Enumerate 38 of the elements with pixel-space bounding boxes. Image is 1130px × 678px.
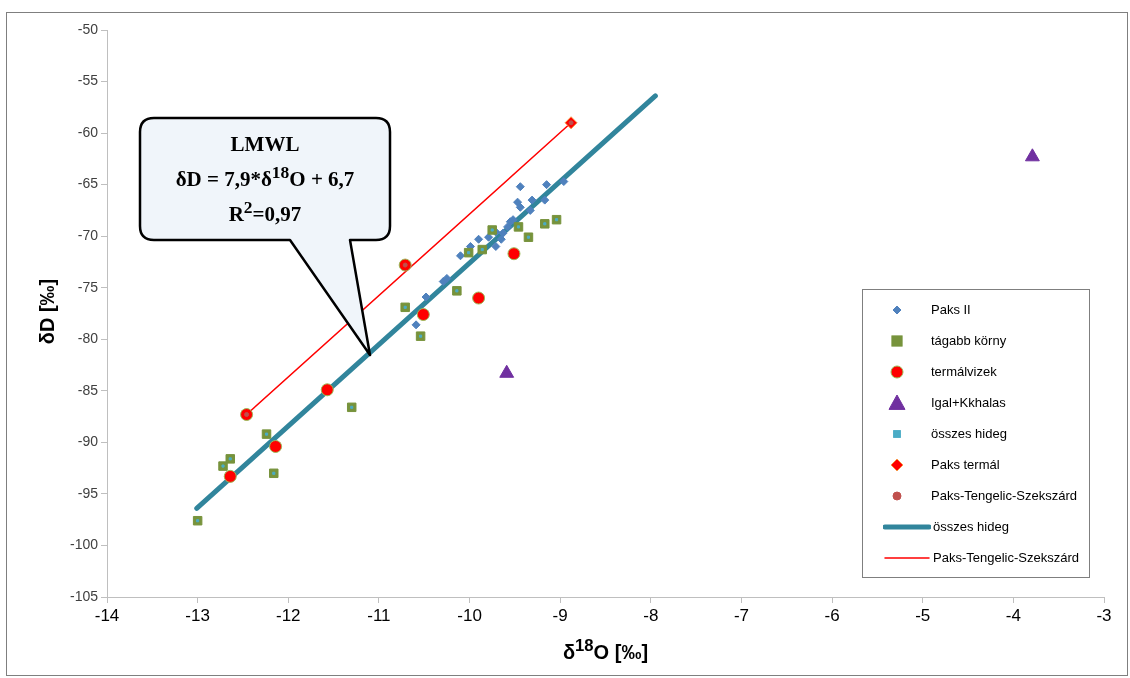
y-tick-label: -50 [77, 20, 99, 37]
legend-label: Paks II [931, 302, 971, 317]
annotation: δD = 7,9*δ$^{18}$O + 6,7 [174, 161, 356, 193]
y-tick-label: -65 [77, 175, 99, 192]
legend-label: termálvizek [931, 364, 997, 379]
x-tick-label: -5 [915, 605, 931, 625]
y-tick-label: -75 [77, 278, 99, 295]
y-tick-label: -55 [77, 72, 99, 89]
x-tick-label: -8 [643, 605, 659, 625]
x-tick-label: -3 [1096, 605, 1112, 625]
legend-label: tágabb körny [931, 333, 1007, 348]
y-tick-label: -100 [69, 536, 99, 553]
x-axis-title: δ$^{18}$O [‰] [561, 636, 650, 664]
legend-label: Paks-Tengelic-Szekszárd [931, 488, 1077, 503]
x-tick-label: -7 [733, 605, 750, 625]
x-tick-label: -4 [1005, 605, 1021, 625]
y-tick-label: -105 [69, 587, 99, 604]
y-tick-label: -70 [77, 227, 99, 244]
legend-label: Paks termál [931, 457, 1000, 472]
x-tick-label: -10 [457, 605, 482, 625]
annotation: R$^{2}$=0,97 [227, 196, 303, 228]
x-tick-label: -9 [552, 605, 568, 625]
x-tick-label: -13 [185, 605, 210, 625]
legend-label: Igal+Kkhalas [931, 395, 1006, 410]
y-tick-label: -95 [77, 484, 99, 501]
legend-label: Paks-Tengelic-Szekszárd [933, 550, 1079, 565]
y-tick-label: -85 [77, 381, 99, 398]
y-tick-label: -60 [77, 123, 99, 140]
x-tick-label: -6 [824, 605, 840, 625]
y-tick-label: -90 [77, 433, 99, 450]
legend-label: összes hideg [931, 426, 1007, 441]
y-tick-label: -80 [77, 330, 99, 347]
x-tick-label: -12 [275, 605, 301, 625]
annotation: LMWL [229, 131, 301, 158]
y-axis-title: δD [‰] [35, 277, 59, 346]
legend-label: összes hideg [933, 519, 1009, 534]
x-tick-label: -11 [367, 605, 391, 625]
x-tick-label: -14 [94, 605, 120, 625]
